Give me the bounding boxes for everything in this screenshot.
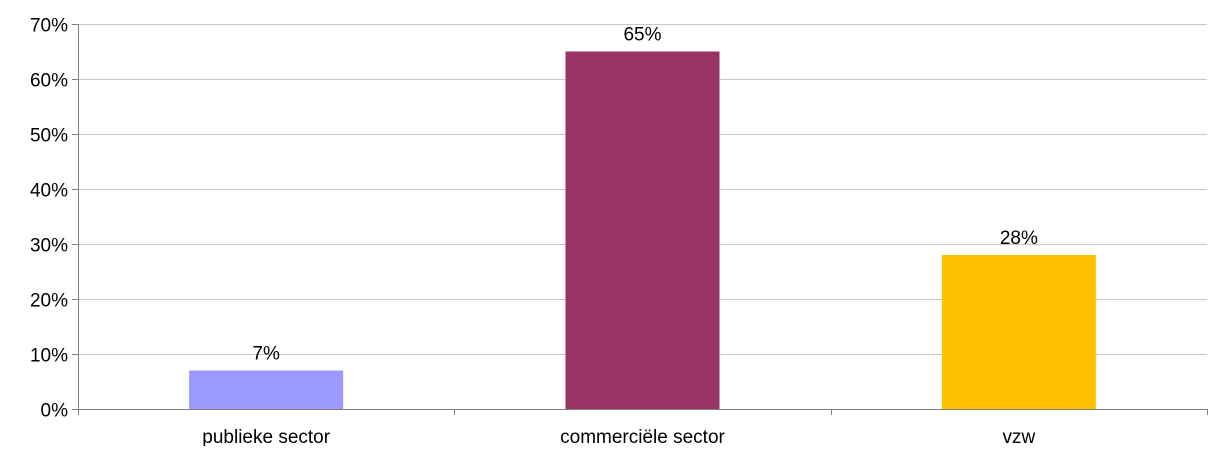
y-tick-label: 30%: [30, 236, 68, 257]
y-tick-label: 70%: [30, 16, 68, 37]
data-label: 65%: [623, 25, 661, 46]
y-tick-label: 20%: [30, 291, 68, 312]
axes: [72, 24, 1208, 415]
x-category-label: commerciële sector: [560, 427, 725, 446]
bar: [565, 51, 720, 409]
data-label: 28%: [1000, 228, 1038, 249]
x-category-label: publieke sector: [202, 427, 330, 446]
data-label: 7%: [252, 344, 280, 365]
bar: [941, 255, 1096, 409]
y-tick-label: 60%: [30, 71, 68, 92]
y-tick-label: 40%: [30, 181, 68, 202]
bar: [189, 370, 344, 409]
bars: [189, 51, 1096, 409]
labels: 0% 10% 20% 30% 40% 50% 60% 70% 7% publieke sector…: [30, 16, 1038, 449]
y-tick-label: 0%: [41, 401, 69, 422]
y-tick-label: 50%: [30, 126, 68, 147]
x-category-label: vzw: [1002, 427, 1035, 446]
y-tick-label: 10%: [30, 346, 68, 367]
